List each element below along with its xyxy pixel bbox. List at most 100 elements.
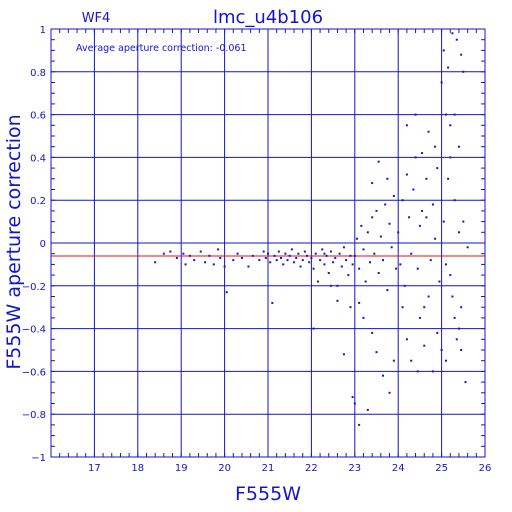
data-point — [451, 295, 454, 298]
data-point — [199, 250, 202, 253]
data-point — [423, 344, 426, 347]
data-point — [464, 381, 467, 384]
data-point — [277, 250, 280, 253]
data-point — [334, 256, 337, 259]
data-point — [421, 209, 424, 212]
data-point — [342, 246, 345, 249]
data-point — [397, 231, 400, 234]
data-point — [412, 188, 415, 191]
y-tick-label: −0.8 — [22, 410, 46, 421]
data-point — [303, 250, 306, 253]
data-point — [336, 284, 339, 287]
x-tick-label: 17 — [88, 463, 101, 474]
data-point — [403, 284, 406, 287]
data-point — [460, 306, 463, 309]
data-point — [362, 316, 365, 319]
chart-title: lmc_u4b106 — [213, 7, 323, 28]
x-tick-label: 20 — [218, 463, 231, 474]
data-point — [425, 216, 428, 219]
data-point — [442, 220, 445, 223]
data-point — [390, 246, 393, 249]
y-axis-label: F555W aperture correction — [3, 114, 25, 369]
x-tick-labels: 17 18 19 20 21 22 23 24 25 26 — [88, 463, 491, 474]
data-point — [162, 252, 165, 255]
data-point — [360, 224, 363, 227]
data-point — [240, 256, 243, 259]
data-point — [271, 301, 274, 304]
data-point — [423, 306, 426, 309]
data-point — [395, 267, 398, 270]
y-tick-label: 0.2 — [30, 196, 46, 207]
data-point — [366, 408, 369, 411]
data-point — [460, 53, 463, 56]
data-point — [223, 265, 226, 268]
y-tick-labels: −1 −0.8 −0.6 −0.4 −0.2 0 0.2 0.4 0.6 0.8 1 — [22, 25, 46, 464]
data-point — [453, 199, 456, 202]
data-point — [225, 291, 228, 294]
y-tick-label: −1 — [31, 453, 46, 464]
data-point — [366, 231, 369, 234]
data-point — [316, 280, 319, 283]
x-axis-label: F555W — [235, 483, 301, 505]
data-point — [232, 259, 235, 262]
data-point — [364, 280, 367, 283]
data-point — [434, 145, 437, 148]
y-tick-label: 0.4 — [30, 153, 46, 164]
data-point — [351, 263, 354, 266]
data-point — [217, 248, 220, 251]
y-tick-label: 1 — [40, 25, 46, 36]
data-point — [349, 254, 352, 257]
data-point — [418, 224, 421, 227]
grid-lines — [50, 28, 486, 458]
y-tick-label: −0.2 — [22, 282, 46, 293]
data-point — [462, 70, 465, 73]
data-point — [440, 349, 443, 351]
data-point — [184, 263, 187, 266]
data-point — [438, 280, 441, 283]
data-point — [447, 177, 450, 180]
data-point — [262, 250, 265, 253]
data-point — [251, 254, 254, 257]
annotation-average: Average aperture correction: -0.061 — [76, 43, 247, 54]
data-point — [416, 267, 419, 270]
data-point — [282, 263, 285, 266]
data-point — [431, 203, 434, 206]
data-point — [267, 252, 269, 255]
data-point — [455, 38, 458, 41]
data-point — [382, 374, 385, 377]
data-point — [392, 359, 395, 362]
plot-frame — [50, 28, 486, 458]
data-point — [384, 203, 387, 206]
data-point — [269, 261, 272, 264]
y-tick-label: 0.6 — [30, 111, 46, 122]
data-point — [457, 327, 460, 330]
data-point — [457, 145, 460, 148]
data-point — [314, 252, 317, 255]
data-point — [312, 327, 315, 330]
x-tick-label: 25 — [435, 463, 448, 474]
data-point — [258, 259, 261, 262]
data-point — [455, 338, 458, 341]
data-point — [382, 259, 385, 262]
data-point — [414, 113, 417, 116]
data-point — [392, 194, 395, 197]
data-points — [154, 32, 469, 426]
data-point — [427, 295, 430, 298]
data-point — [247, 265, 250, 268]
data-point — [358, 301, 361, 304]
data-point — [325, 254, 328, 257]
data-point — [434, 237, 437, 240]
x-tick-label: 22 — [305, 463, 318, 474]
data-point — [371, 182, 374, 185]
data-point — [379, 235, 382, 238]
data-point — [373, 252, 376, 255]
data-point — [462, 220, 465, 223]
data-point — [442, 49, 445, 52]
data-point — [332, 261, 335, 264]
data-point — [321, 248, 324, 251]
x-tick-label: 19 — [175, 463, 188, 474]
data-point — [323, 252, 326, 255]
data-point — [466, 246, 469, 249]
data-point — [460, 349, 463, 351]
